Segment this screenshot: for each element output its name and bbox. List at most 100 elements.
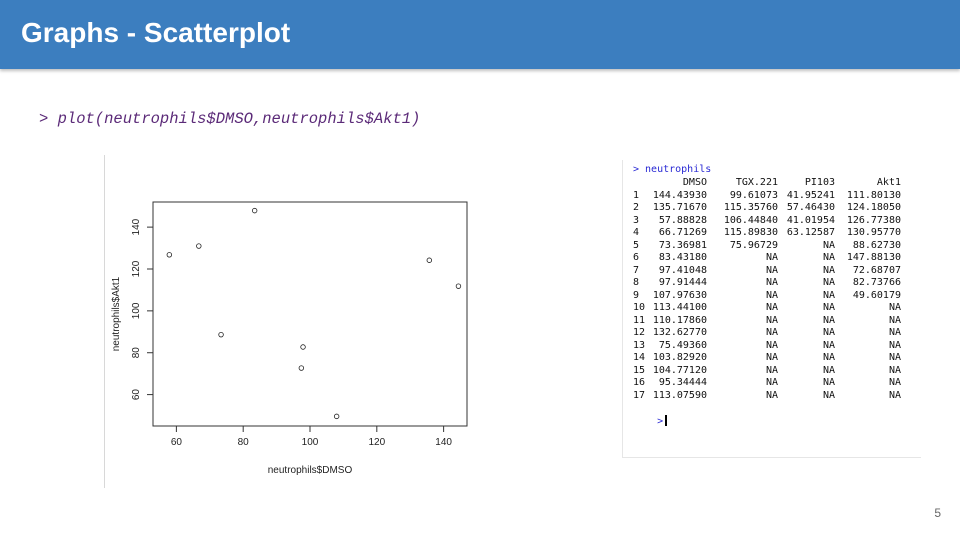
- data-points: [166, 207, 462, 420]
- table-cell: 41.01954: [786, 214, 835, 226]
- row-index: 16: [633, 377, 646, 388]
- table-cell: 49.60179: [852, 289, 901, 301]
- table-cell: 99.61073: [729, 189, 778, 201]
- row-index: 15: [633, 364, 646, 376]
- table-cell: NA: [765, 264, 778, 276]
- table-row: 17 113.07590 NA NA NA: [633, 390, 921, 403]
- table-cell: NA: [822, 239, 835, 251]
- data-point: [166, 252, 173, 258]
- column-header: TGX.221: [735, 177, 778, 188]
- table-cell: 103.82920: [652, 352, 707, 363]
- y-axis-label: neutrophils$Akt1: [111, 276, 122, 351]
- y-tick-label: 60: [131, 389, 142, 401]
- table-cell: 132.62770: [652, 327, 707, 338]
- table-cell: 130.95770: [846, 227, 901, 238]
- table-cell: 115.89830: [723, 227, 778, 238]
- table-cell: NA: [765, 252, 778, 263]
- table-cell: NA: [888, 327, 901, 338]
- table-cell: NA: [888, 352, 901, 363]
- table-cell: NA: [822, 302, 835, 313]
- console-command-line: > neutrophils: [633, 164, 712, 175]
- data-point: [426, 257, 433, 263]
- data-point: [196, 243, 202, 249]
- row-index: 17: [633, 389, 646, 401]
- table-cell: 107.97630: [652, 289, 707, 301]
- table-cell: 57.46430: [786, 202, 835, 213]
- table-row: 2 135.71670 115.35760 57.46430 124.18050: [633, 202, 921, 215]
- y-axis: 60 80 100 120 140: [131, 218, 154, 401]
- scatter-plot: 60 80 100 120 140 60 80 100 120 140 neutrophils$…: [111, 201, 468, 476]
- table-cell: 75.49360: [658, 339, 707, 351]
- data-point: [298, 365, 305, 371]
- y-tick-label: 100: [131, 302, 142, 319]
- row-index: 8: [633, 277, 640, 288]
- row-index: 6: [633, 252, 640, 263]
- slide-title: Graphs - Scatterplot: [21, 17, 291, 48]
- table-cell: NA: [888, 339, 901, 351]
- table-cell: NA: [765, 302, 778, 313]
- row-index: 3: [633, 214, 640, 226]
- table-cell: 97.41048: [658, 264, 707, 276]
- table-cell: NA: [822, 364, 835, 376]
- table-header-row: DMSO TGX.221 PI103 Akt1: [633, 177, 921, 190]
- r-console-output: > neutrophils DMSO TGX.221 PI103 Akt1 1 144.4…: [622, 160, 921, 458]
- y-tick-label: 140: [131, 218, 142, 235]
- table-cell: 97.91444: [658, 277, 707, 288]
- table-cell: 57.88828: [658, 214, 707, 226]
- data-point: [251, 207, 258, 214]
- row-index: 11: [633, 314, 646, 326]
- table-row: 10 113.44100 NA NA NA: [633, 302, 921, 315]
- plot-frame: [152, 201, 468, 427]
- table-cell: 75.96729: [729, 239, 778, 251]
- console-prompt-line[interactable]: >: [633, 402, 667, 441]
- table-cell: NA: [822, 252, 835, 263]
- table-row: 7 97.41048 NA NA 72.68707: [633, 265, 921, 278]
- table-cell: 83.43180: [658, 252, 707, 263]
- table-row: 1 144.43930 99.61073 41.95241 111.80130: [633, 190, 921, 203]
- row-index: 5: [633, 239, 640, 251]
- table-row: 14 103.82920 NA NA NA: [633, 352, 921, 365]
- row-index: 14: [633, 352, 646, 363]
- slide-header: Graphs - Scatterplot: [0, 0, 960, 69]
- table-cell: NA: [822, 377, 835, 388]
- column-header: DMSO: [682, 177, 707, 188]
- table-cell: NA: [765, 389, 778, 401]
- y-tick-label: 120: [131, 260, 142, 277]
- table-cell: 63.12587: [786, 227, 835, 238]
- plot-panel: 60 80 100 120 140 60 80 100 120 140 neutrophils$…: [104, 155, 485, 488]
- table-cell: 126.77380: [846, 214, 901, 226]
- row-index: 2: [633, 202, 640, 213]
- table-row: 8 97.91444 NA NA 82.73766: [633, 277, 921, 290]
- table-cell: NA: [765, 314, 778, 326]
- page-number: 5: [934, 506, 941, 520]
- table-row: 11 110.17860 NA NA NA: [633, 315, 921, 328]
- table-cell: NA: [888, 302, 901, 313]
- y-tick-label: 80: [131, 347, 142, 359]
- console-prompt: >: [657, 415, 664, 427]
- table-cell: NA: [822, 289, 835, 301]
- table-cell: NA: [822, 277, 835, 288]
- table-cell: NA: [765, 289, 778, 301]
- table-cell: NA: [765, 352, 778, 363]
- table-cell: NA: [765, 339, 778, 351]
- table-cell: 111.80130: [846, 189, 901, 201]
- text-cursor: [665, 414, 667, 426]
- data-point: [333, 413, 340, 420]
- table-cell: 124.18050: [846, 202, 901, 213]
- table-row: 13 75.49360 NA NA NA: [633, 340, 921, 353]
- table-cell: 88.62730: [852, 239, 901, 251]
- table-cell: 104.77120: [652, 364, 707, 376]
- row-index: 13: [633, 339, 646, 351]
- table-cell: 72.68707: [852, 264, 901, 276]
- x-tick-label: 80: [238, 437, 250, 448]
- r-command: > plot(neutrophils$DMSO,neutrophils$Akt1…: [39, 110, 421, 128]
- table-cell: 82.73766: [852, 277, 901, 288]
- data-point: [455, 283, 462, 289]
- x-axis-label: neutrophils$DMSO: [268, 465, 353, 476]
- row-index: 12: [633, 327, 646, 338]
- table-cell: 110.17860: [652, 314, 707, 326]
- table-cell: 147.88130: [846, 252, 901, 263]
- table-cell: 144.43930: [652, 189, 707, 201]
- table-cell: NA: [888, 314, 901, 326]
- table-cell: NA: [822, 327, 835, 338]
